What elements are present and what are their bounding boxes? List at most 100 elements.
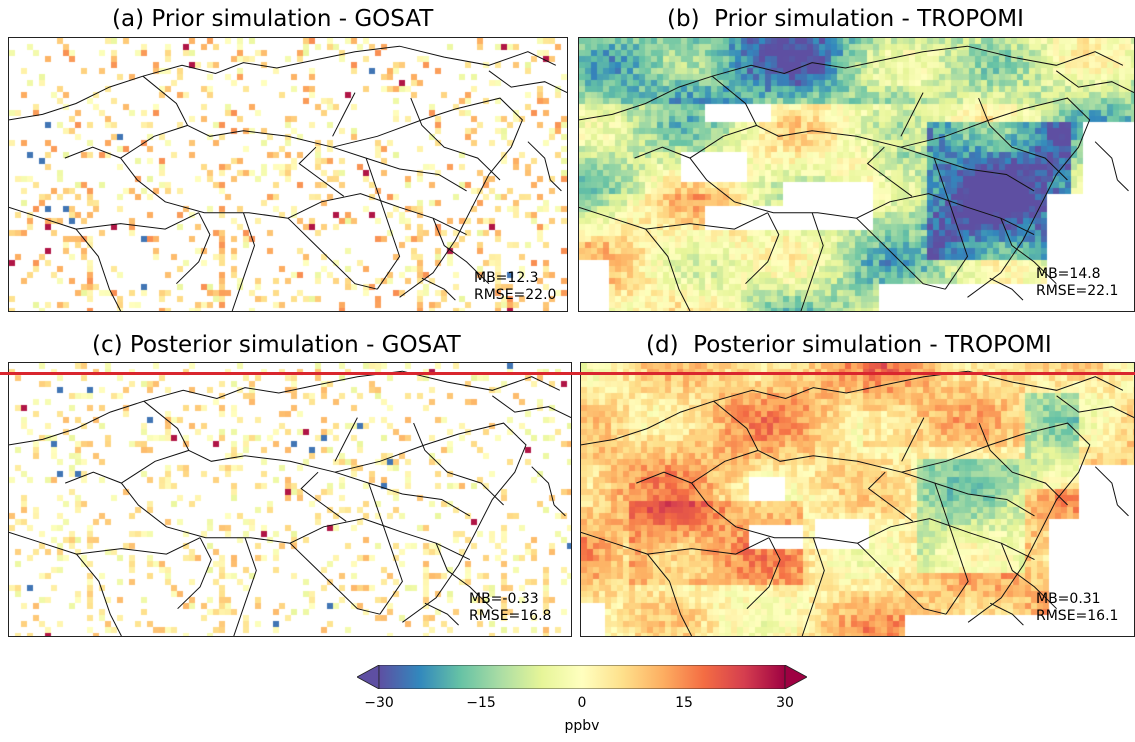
border-line (332, 92, 356, 137)
border-line (579, 45, 1124, 121)
colorbar-label: ppbv (564, 718, 600, 734)
border-line (800, 212, 824, 311)
border-line (176, 212, 211, 285)
panel-c-title: (c) Posterior simulation - GOSAT (92, 332, 461, 358)
rmse-d: RMSE=16.1 (1036, 608, 1119, 624)
border-line (9, 370, 561, 446)
border-line (289, 542, 381, 615)
border-line (531, 466, 555, 506)
border-line (413, 422, 504, 506)
colorbar-body (378, 665, 786, 689)
border-line (9, 45, 557, 121)
colorbar-extend-right (784, 665, 807, 689)
panel-d-title: (d) Posterior simulation - TROPOMI (646, 332, 1052, 358)
map-panel-b: MB=14.8 RMSE=22.1 (578, 37, 1135, 312)
border-line (75, 212, 199, 230)
map-panel-c: MB=-0.33 RMSE=16.8 (8, 362, 572, 637)
border-line (435, 543, 493, 610)
country-borders-c (9, 370, 571, 636)
methane-grid-b (579, 38, 1134, 311)
border-line (76, 537, 201, 555)
border-line (300, 471, 347, 522)
colorbar-tick-0: −30 (364, 695, 394, 711)
border-line (187, 124, 467, 192)
border-line (488, 70, 567, 94)
border-line (1056, 70, 1134, 94)
border-line (1000, 218, 1057, 285)
country-borders-b (579, 45, 1134, 311)
border-line (121, 400, 190, 484)
border-line (527, 141, 551, 181)
border-line (332, 97, 523, 298)
border-line (1094, 141, 1118, 181)
border-line (746, 537, 781, 610)
border-line (492, 395, 571, 419)
border-line (231, 212, 256, 311)
border-line (334, 422, 527, 623)
rmse-a: RMSE=22.0 (474, 287, 557, 303)
rmse-b: RMSE=22.1 (1036, 283, 1119, 299)
border-line (1117, 504, 1129, 517)
border-line (9, 531, 122, 636)
border-line (1094, 466, 1118, 506)
red-annotation-line (0, 372, 1135, 375)
border-line (549, 179, 562, 192)
panel-b-title: (b) Prior simulation - TROPOMI (667, 6, 1024, 32)
border-line (120, 75, 189, 159)
map-panel-d: MB=0.31 RMSE=16.1 (580, 362, 1135, 637)
border-line (365, 157, 401, 290)
border-line (989, 602, 1024, 626)
mb-b: MB=14.8 (1036, 266, 1101, 282)
mb-d: MB=0.31 (1036, 591, 1101, 607)
border-line (9, 206, 122, 311)
border-line (410, 97, 501, 181)
border-line (421, 277, 456, 301)
border-line (298, 146, 345, 197)
border-line (1056, 395, 1134, 419)
border-line (857, 542, 947, 615)
border-line (553, 504, 566, 517)
border-line (424, 602, 459, 626)
rmse-c: RMSE=16.8 (469, 608, 552, 624)
border-line (745, 212, 780, 285)
methane-grid-c (9, 363, 571, 636)
border-line (1117, 179, 1129, 192)
border-line (581, 531, 693, 636)
colorbar-extend-left (357, 665, 380, 689)
border-line (64, 146, 467, 236)
border-line (177, 537, 212, 610)
colorbar (357, 665, 807, 689)
border-line (978, 97, 1068, 181)
panel-a-title: (a) Prior simulation - GOSAT (112, 6, 434, 32)
border-line (432, 218, 490, 285)
border-line (901, 417, 925, 462)
map-panel-a: MB=12.3 RMSE=22.0 (8, 37, 568, 312)
colorbar-tick-4: 30 (776, 695, 794, 711)
mb-c: MB=-0.33 (469, 591, 539, 607)
border-line (691, 400, 759, 484)
mb-a: MB=12.3 (474, 270, 539, 286)
border-line (188, 449, 471, 517)
border-line (989, 277, 1024, 301)
border-line (65, 471, 471, 561)
colorbar-tick-2: 0 (577, 695, 587, 711)
methane-grid-d (581, 363, 1134, 636)
border-line (900, 92, 924, 137)
border-line (634, 146, 1035, 236)
border-line (334, 417, 358, 462)
border-line (581, 370, 1124, 446)
stats-c: MB=-0.33 RMSE=16.8 (469, 591, 551, 625)
border-line (1000, 543, 1057, 610)
border-line (757, 449, 1035, 517)
border-line (689, 75, 758, 159)
border-line (901, 422, 1091, 623)
colorbar-tick-3: 15 (675, 695, 693, 711)
border-line (867, 471, 914, 522)
border-line (856, 217, 946, 290)
country-borders-a (9, 45, 567, 311)
border-line (756, 124, 1035, 192)
border-line (900, 97, 1091, 298)
border-line (645, 212, 768, 230)
border-line (233, 537, 257, 636)
border-line (636, 471, 1035, 561)
